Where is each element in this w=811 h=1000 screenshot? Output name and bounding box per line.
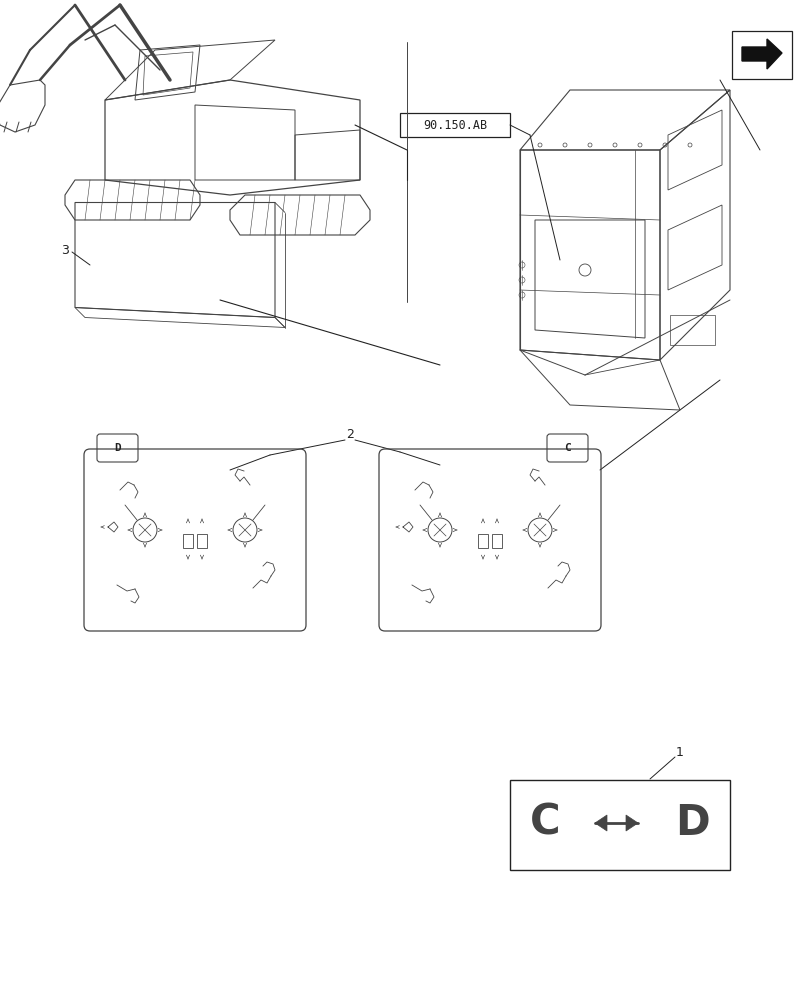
Text: C: C <box>529 802 560 844</box>
Text: 2: 2 <box>345 428 354 442</box>
Bar <box>197 534 207 548</box>
Polygon shape <box>741 39 781 69</box>
Bar <box>182 534 193 548</box>
Bar <box>669 315 714 345</box>
Bar <box>478 534 487 548</box>
Bar <box>731 31 791 79</box>
Text: D: D <box>674 802 709 844</box>
Text: C: C <box>564 443 570 453</box>
Text: 3: 3 <box>61 243 69 256</box>
Polygon shape <box>594 815 607 831</box>
Text: 90.150.AB: 90.150.AB <box>423 119 487 132</box>
Bar <box>400 113 509 137</box>
Text: 1: 1 <box>676 746 683 760</box>
Bar <box>509 780 729 870</box>
Polygon shape <box>625 815 637 831</box>
Text: D: D <box>114 443 121 453</box>
Bar <box>491 534 501 548</box>
